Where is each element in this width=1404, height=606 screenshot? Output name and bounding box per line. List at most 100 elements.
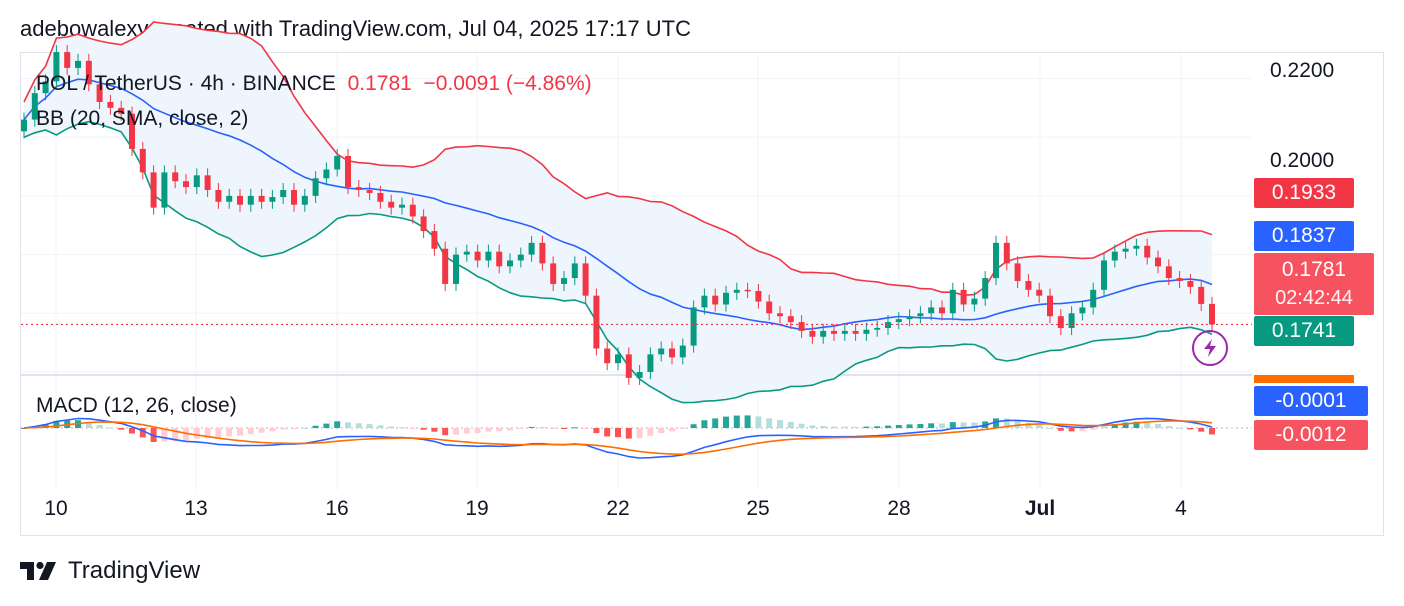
candle-body xyxy=(658,348,665,355)
macd-histogram-bar xyxy=(1187,428,1194,430)
candle-body xyxy=(1122,248,1129,252)
candle-body xyxy=(939,307,945,314)
candle-body xyxy=(323,169,330,179)
macd-histogram-bar xyxy=(183,428,189,441)
symbol-legend[interactable]: POL / TetherUS · 4h · BINANCE 0.1781 −0.… xyxy=(36,72,592,96)
candle-body xyxy=(388,201,395,208)
macd-histogram-bar xyxy=(334,421,341,428)
candle-body xyxy=(291,190,297,205)
last-price-legend: 0.1781 xyxy=(347,72,412,95)
candle-body xyxy=(85,60,92,85)
candle-body xyxy=(744,289,751,292)
bb-basis-tag: 0.1837 xyxy=(1254,221,1354,251)
candle-body xyxy=(183,181,189,188)
chart-attribution: adebowalexy created with TradingView.com… xyxy=(20,16,691,41)
candle-body xyxy=(204,175,211,191)
candle-body xyxy=(831,330,837,334)
macd-histogram-bar xyxy=(820,426,827,428)
macd-histogram-bar xyxy=(723,416,729,428)
candle-body xyxy=(766,301,773,314)
time-tick: 19 xyxy=(465,497,489,520)
candle-body xyxy=(150,172,157,208)
macd-histogram-bar xyxy=(280,428,287,430)
candle-body xyxy=(355,187,362,191)
candle-body xyxy=(561,278,567,284)
macd-histogram-bar xyxy=(107,427,114,429)
candle-body xyxy=(960,289,967,305)
macd-histogram-bar xyxy=(809,425,816,428)
candle-body xyxy=(139,148,146,173)
macd-histogram-bar xyxy=(129,428,135,434)
macd-histogram-bar xyxy=(1155,423,1161,428)
candle-body xyxy=(107,101,114,108)
brand-name: TradingView xyxy=(68,557,201,584)
candle-body xyxy=(161,172,168,208)
candle-body xyxy=(1187,281,1194,287)
macd-histogram-bar xyxy=(453,428,459,435)
macd-histogram-bar xyxy=(528,426,535,428)
candle-body xyxy=(604,348,611,364)
candle-body xyxy=(1025,281,1032,290)
candle-body xyxy=(809,330,816,337)
macd-histogram-bar xyxy=(1090,428,1097,430)
macd-histogram-bar xyxy=(863,426,870,428)
macd-histogram-bar xyxy=(1176,427,1183,429)
candle-body xyxy=(399,204,405,208)
tradingview-logo[interactable]: TradingView xyxy=(20,557,200,585)
macd-histogram-bar xyxy=(733,415,740,428)
candle-body xyxy=(1057,316,1064,328)
candle-body xyxy=(431,231,438,249)
candle-body xyxy=(1144,245,1151,258)
bb-legend[interactable]: BB (20, SMA, close, 2) xyxy=(36,107,249,130)
signal-value-tag: -0.0012 xyxy=(1254,420,1368,450)
tradingview-logo-icon xyxy=(20,561,56,580)
lightning-icon[interactable] xyxy=(1192,330,1228,366)
macd-histogram-bar xyxy=(496,428,503,432)
macd-legend[interactable]: MACD (12, 26, close) xyxy=(36,394,237,417)
candle-body xyxy=(1165,266,1172,279)
macd-histogram-bar xyxy=(150,428,157,442)
bb-upper-line xyxy=(23,21,1213,297)
price-change-legend: −0.0091 (−4.86%) xyxy=(423,72,592,95)
candle-body xyxy=(1176,278,1183,282)
bb-fill xyxy=(24,22,1212,403)
candle-body xyxy=(1111,251,1118,261)
macd-histogram-bar xyxy=(1068,428,1075,432)
macd-histogram-bar xyxy=(388,426,395,428)
candle-body xyxy=(269,197,276,202)
candle-body xyxy=(1209,303,1215,325)
macd-histogram-bar xyxy=(831,426,837,428)
time-tick: 28 xyxy=(887,497,911,520)
candle-body xyxy=(215,190,222,202)
candle-body xyxy=(917,313,924,317)
candle-body xyxy=(226,195,233,202)
macd-histogram-bar xyxy=(561,428,567,429)
candle-body xyxy=(993,242,999,279)
candle-body xyxy=(377,192,384,202)
macd-histogram-bar xyxy=(118,428,125,430)
candle-body xyxy=(852,330,859,334)
candle-body xyxy=(1198,286,1205,304)
candle-body xyxy=(777,313,783,317)
macd-histogram-bar xyxy=(442,428,449,436)
candle-body xyxy=(723,292,729,305)
macd-histogram-bar xyxy=(215,428,222,438)
macd-histogram-bar xyxy=(139,428,146,438)
macd-histogram-bar xyxy=(291,428,297,430)
candle-body xyxy=(820,330,827,337)
macd-histogram-bar xyxy=(625,428,632,439)
macd-histogram-bar xyxy=(798,423,805,428)
macd-histogram-bar xyxy=(85,422,92,428)
macd-histogram-bar xyxy=(658,428,665,434)
candle-body xyxy=(863,329,870,334)
macd-histogram-bar xyxy=(690,424,697,428)
candle-body xyxy=(928,307,935,314)
candle-body xyxy=(669,348,675,358)
macd-histogram-bar xyxy=(744,415,751,428)
macd-histogram-bar xyxy=(971,422,978,428)
time-tick: 4 xyxy=(1175,497,1187,520)
macd-histogram-bar xyxy=(366,424,373,428)
time-tick: Jul xyxy=(1024,497,1056,520)
candle-body xyxy=(528,242,535,255)
